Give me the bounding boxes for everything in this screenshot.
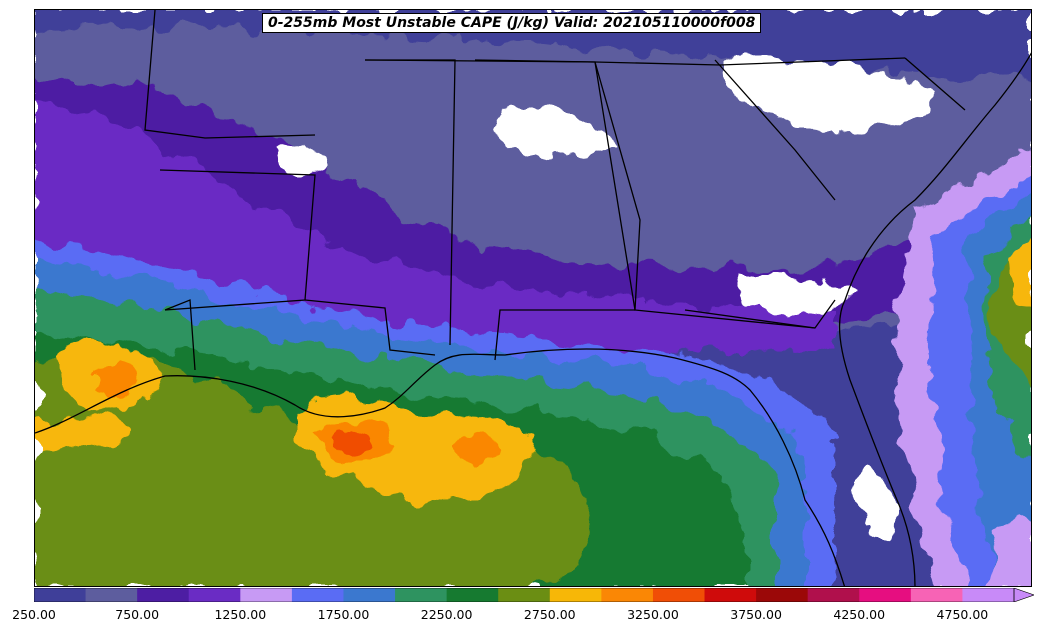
colorbar-swatch (962, 588, 1015, 602)
state-border-ok-tx (144, 10, 316, 139)
colorbar-swatch (137, 588, 190, 602)
colorbar-tick-label: 3750.00 (730, 607, 782, 622)
state-border-sc-nc (714, 57, 966, 201)
cape-contour-region (455, 434, 505, 462)
colorbar-tick-label: 1750.00 (317, 607, 370, 622)
cape-contour-region (35, 355, 589, 586)
colorbar-swatch (910, 588, 963, 602)
colorbar-tick-label: 3250.00 (627, 607, 679, 622)
colorbar-swatch (291, 588, 344, 602)
colorbar-tick-label: 4750.00 (936, 607, 989, 622)
colorbar-swatch (446, 588, 499, 602)
state-border-la (164, 299, 436, 371)
map-title: 0-255mb Most Unstable CAPE (J/kg) Valid:… (262, 13, 762, 33)
colorbar-swatch (188, 588, 241, 602)
state-border-fl (494, 309, 816, 361)
cape-contour-region (35, 414, 135, 452)
colorbar-tick-label: 1250.00 (214, 607, 267, 622)
colorbar-swatch (859, 588, 912, 602)
state-border-ar (159, 169, 316, 311)
colorbar-swatch (807, 588, 860, 602)
map-panel (34, 9, 1032, 587)
colorbar-extend-arrow (1013, 588, 1034, 602)
atlantic-coastline (844, 52, 1031, 301)
colorbar-swatch (704, 588, 757, 602)
state-border-tn (364, 57, 906, 66)
colorbar-tick-label: 4250.00 (833, 607, 886, 622)
colorbar-swatch (549, 588, 602, 602)
colorbar-tick-label: 750.00 (115, 607, 160, 622)
florida-east-coastline (838, 299, 916, 586)
cape-contour-region (990, 521, 1031, 586)
gulf-coastline (35, 348, 846, 586)
colorbar-swatch (85, 588, 138, 602)
state-and-coast-boundaries (35, 10, 1031, 586)
colorbar-swatch (34, 588, 87, 602)
colorbar-swatch (395, 588, 448, 602)
cape-contour-region (1010, 237, 1031, 318)
cape-contour-region (335, 431, 370, 450)
colorbar-tick-label: 2750.00 (523, 607, 576, 622)
cape-contour-region (496, 109, 615, 157)
cape-contour-region (725, 57, 935, 134)
colorbar-tick-label: 250.00 (12, 607, 56, 622)
cape-contour-region (855, 467, 896, 539)
colorbar-swatch (240, 588, 293, 602)
colorbar-swatch (601, 588, 654, 602)
colorbar-swatch (498, 588, 551, 602)
cape-contour-region (275, 144, 325, 172)
cape-contour-region (735, 275, 855, 315)
colorbar-tick-label: 2250.00 (420, 607, 473, 622)
cape-contour-map (35, 10, 1031, 586)
cape-contour-region (95, 365, 140, 396)
colorbar (34, 588, 1034, 602)
colorbar-swatch (756, 588, 809, 602)
colorbar-swatch (343, 588, 396, 602)
colorbar-swatch (652, 588, 706, 602)
cape-filled-contours (35, 10, 1031, 586)
